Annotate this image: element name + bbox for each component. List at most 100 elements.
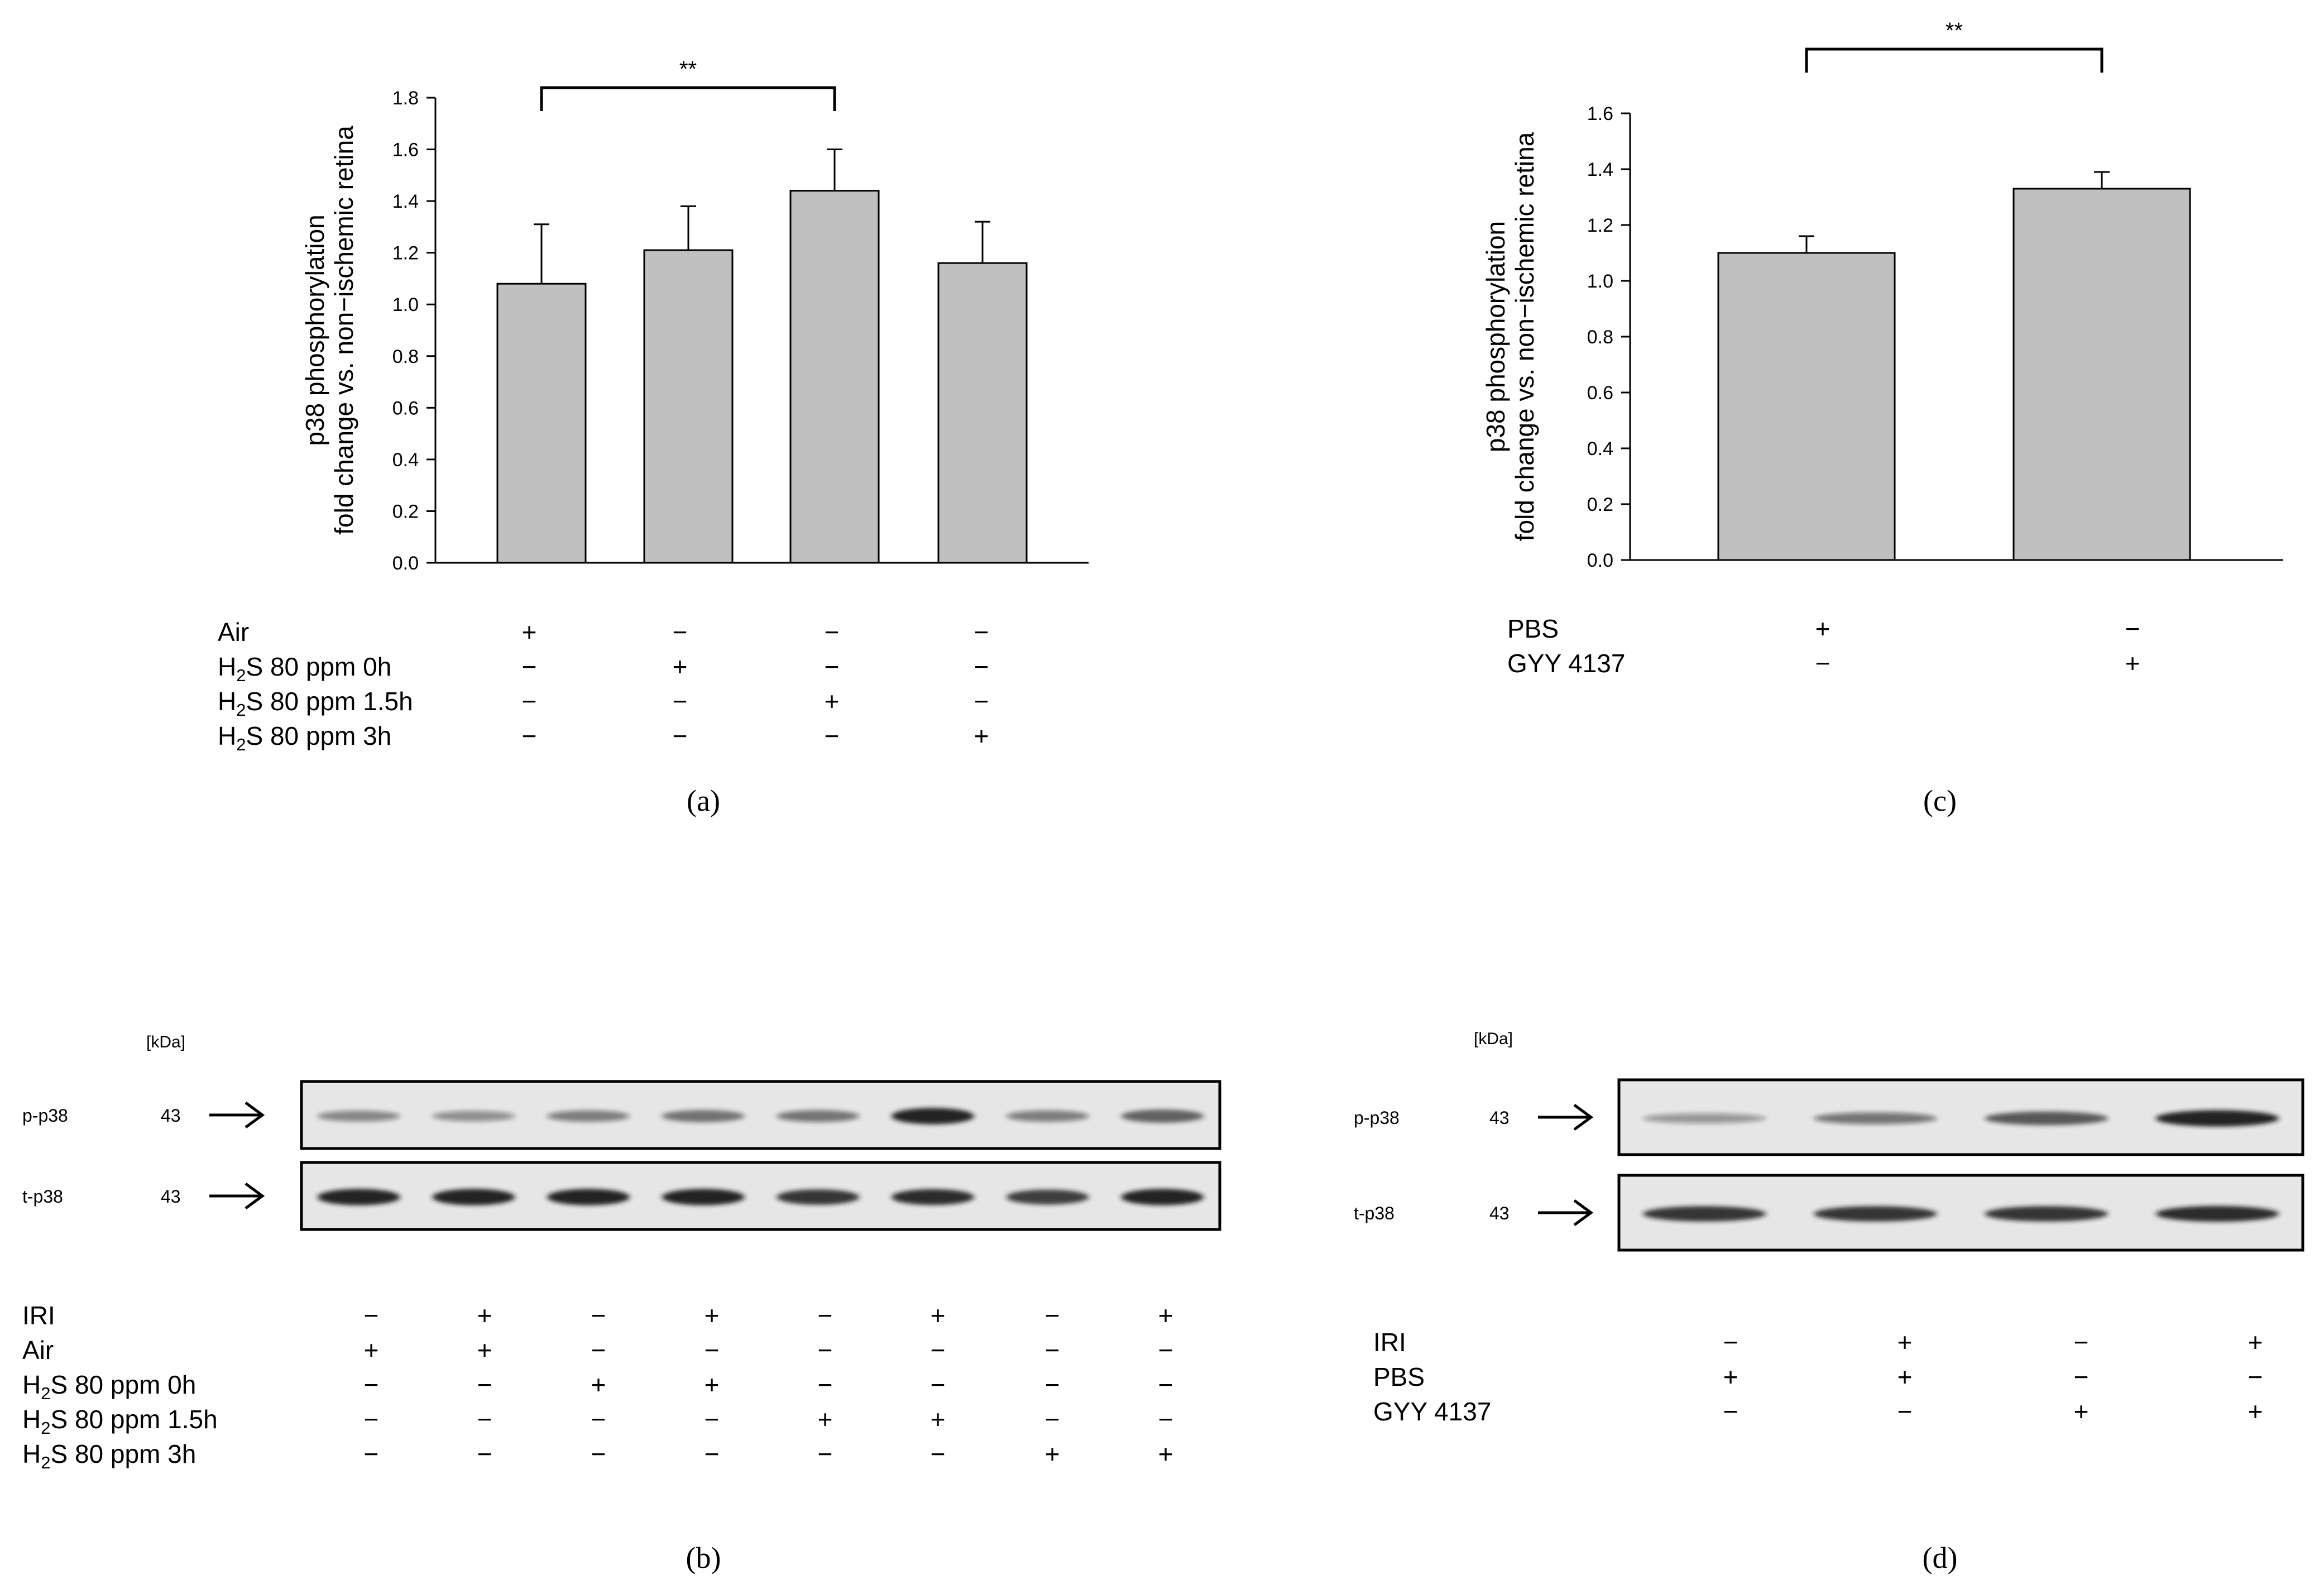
y-tick-label: 0.2 — [1587, 494, 1613, 515]
y-tick-label: 1.8 — [392, 88, 419, 109]
condition-mark: − — [673, 687, 688, 716]
condition-label: PBS — [1507, 614, 1559, 643]
condition-mark: − — [2248, 1362, 2263, 1391]
bar — [789, 190, 880, 564]
condition-mark: − — [1045, 1301, 1060, 1330]
blot-band — [1006, 1110, 1089, 1122]
condition-mark: + — [364, 1336, 379, 1365]
condition-mark: − — [1158, 1336, 1173, 1365]
condition-mark: + — [2074, 1397, 2089, 1426]
blot-band — [2155, 1205, 2279, 1222]
y-tick-label: 0.0 — [1587, 550, 1613, 571]
panel-c-label: (c) — [1923, 784, 1957, 817]
blot-band — [1642, 1206, 1766, 1222]
condition-mark: − — [931, 1336, 946, 1365]
condition-mark: − — [825, 618, 840, 647]
arrow-head — [245, 1101, 265, 1129]
condition-mark: − — [818, 1301, 833, 1330]
bar — [2012, 188, 2191, 561]
y-tick-label: 0.0 — [392, 553, 419, 574]
condition-mark: + — [1897, 1328, 1913, 1357]
condition-mark: − — [591, 1336, 606, 1365]
condition-mark: − — [1158, 1370, 1173, 1399]
bar — [643, 249, 734, 564]
condition-mark: + — [974, 721, 989, 750]
protein-label: p-p38 — [1354, 1108, 1400, 1128]
condition-mark: + — [1158, 1439, 1173, 1468]
condition-mark: − — [2074, 1328, 2089, 1357]
y-tick-label: 0.6 — [1587, 382, 1613, 404]
condition-mark: − — [931, 1439, 946, 1468]
condition-mark: − — [522, 721, 537, 750]
blot-band — [1642, 1113, 1766, 1123]
condition-mark: − — [673, 721, 688, 750]
y-tick-label: 1.6 — [392, 140, 419, 161]
condition-mark: − — [1045, 1336, 1060, 1365]
condition-mark: + — [705, 1370, 720, 1399]
condition-mark: − — [818, 1370, 833, 1399]
blot-band — [662, 1110, 745, 1122]
blot-band — [1814, 1206, 1937, 1222]
y-tick-label: 1.2 — [1587, 215, 1613, 236]
blot-band — [891, 1108, 974, 1124]
panel-d-label: (d) — [1923, 1541, 1958, 1575]
condition-mark: + — [1045, 1439, 1060, 1468]
bar — [496, 283, 587, 564]
condition-mark: − — [364, 1439, 379, 1468]
blot-band — [1985, 1111, 2108, 1126]
condition-label: H2S 80 ppm 3h — [218, 721, 391, 754]
condition-mark: + — [1158, 1301, 1173, 1330]
significance-marker: ** — [679, 57, 697, 82]
condition-label: GYY 4137 — [1507, 649, 1625, 678]
condition-mark: + — [2248, 1397, 2263, 1426]
arrow-head — [1573, 1199, 1594, 1227]
kda-value: 43 — [1489, 1203, 1510, 1223]
y-axis-title: p38 phosphorylation — [300, 214, 329, 446]
arrow-head — [245, 1182, 265, 1210]
blot-band — [1121, 1109, 1204, 1123]
panel-b-western-blot: [kDa] p-p38 43 t-p38 43 IRI − + − + − + − + Air + + − − − − −… — [22, 1033, 1221, 1472]
condition-mark: + — [477, 1301, 492, 1330]
blot-band — [1985, 1206, 2108, 1222]
blot-band — [317, 1111, 400, 1122]
condition-mark: − — [673, 618, 688, 647]
kda-value: 43 — [161, 1106, 181, 1126]
condition-mark: − — [825, 721, 840, 750]
condition-mark: − — [522, 687, 537, 716]
condition-mark: − — [591, 1405, 606, 1434]
panel-c-bar-chart: 0.0 0.2 0.4 0.6 0.8 1.0 1.2 1.4 1.6 p38 phosphory… — [1481, 18, 2283, 678]
condition-label: H2S 80 ppm 0h — [218, 652, 391, 685]
condition-mark: − — [477, 1370, 492, 1399]
protein-label: t-p38 — [1354, 1203, 1395, 1223]
condition-mark: − — [477, 1439, 492, 1468]
condition-mark: − — [1897, 1397, 1913, 1426]
y-axis-title: fold change vs. non−ischemic retina — [1510, 132, 1539, 541]
bar — [1717, 252, 1896, 561]
blot-band — [1121, 1189, 1204, 1205]
condition-label: Air — [218, 618, 249, 647]
y-tick-label: 1.0 — [392, 294, 419, 315]
y-tick-label: 0.4 — [1587, 438, 1613, 460]
condition-mark: − — [974, 652, 989, 681]
y-axis-title: fold change vs. non−ischemic retina — [329, 126, 358, 535]
condition-label: H2S 80 ppm 0h — [22, 1370, 196, 1403]
condition-mark: − — [818, 1439, 833, 1468]
condition-label: H2S 80 ppm 3h — [22, 1439, 196, 1472]
condition-label: PBS — [1373, 1362, 1425, 1391]
condition-label: IRI — [1373, 1328, 1406, 1357]
y-tick-label: 1.4 — [392, 191, 419, 212]
blot-band — [777, 1110, 860, 1122]
condition-mark: − — [364, 1370, 379, 1399]
blot-band — [662, 1189, 745, 1205]
condition-mark: − — [1723, 1328, 1738, 1357]
condition-mark: − — [931, 1370, 946, 1399]
blot-band — [891, 1189, 974, 1205]
y-tick-label: 0.8 — [1587, 327, 1613, 348]
blot-band — [432, 1189, 515, 1205]
condition-mark: + — [931, 1405, 946, 1434]
condition-mark: − — [1723, 1397, 1738, 1426]
panel-b-label: (b) — [686, 1541, 721, 1575]
condition-mark: − — [705, 1405, 720, 1434]
condition-mark: − — [818, 1336, 833, 1365]
